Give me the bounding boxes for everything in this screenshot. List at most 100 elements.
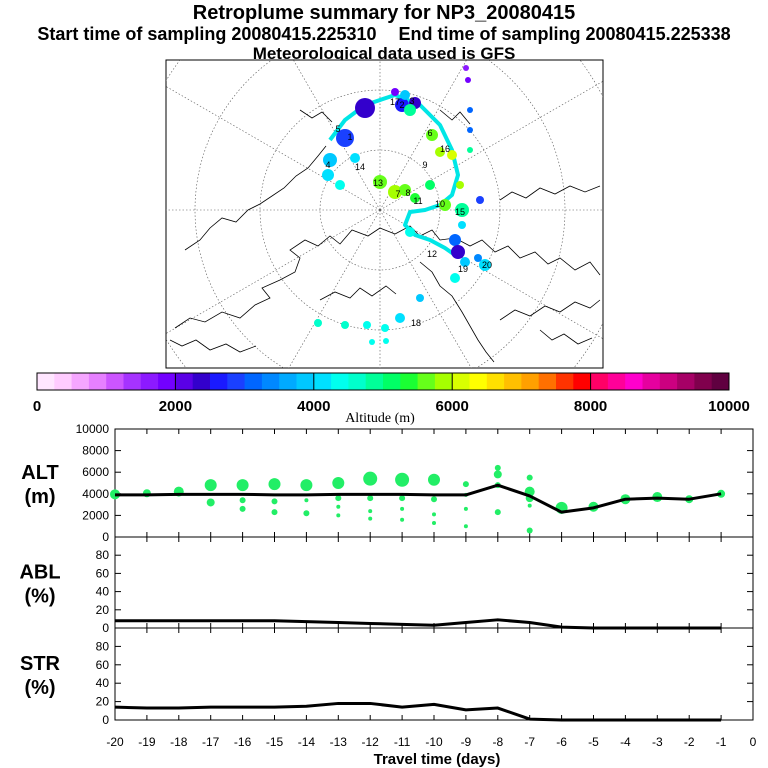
x-tick-label: -10 bbox=[425, 735, 443, 749]
colorbar-cell bbox=[365, 373, 384, 390]
y-tick-label: 40 bbox=[96, 676, 110, 690]
plume-marker bbox=[465, 77, 471, 83]
coastline bbox=[319, 285, 397, 301]
coastline bbox=[394, 225, 601, 276]
x-tick-label: -17 bbox=[202, 735, 220, 749]
altitude-point bbox=[336, 504, 341, 509]
altitude-point bbox=[493, 470, 502, 479]
x-tick-label: -4 bbox=[620, 735, 631, 749]
colorbar-cell bbox=[37, 373, 55, 390]
y-tick-label: 60 bbox=[96, 658, 110, 672]
altitude-point bbox=[206, 498, 215, 507]
y-tick-label: 0 bbox=[102, 530, 109, 544]
x-tick-label: -1 bbox=[716, 735, 727, 749]
plume-marker bbox=[381, 324, 389, 332]
trajectory-day-label: 1 bbox=[347, 132, 352, 142]
trajectory-day-label: 3 bbox=[409, 96, 414, 106]
colorbar-cell bbox=[383, 373, 401, 390]
map-frame bbox=[165, 59, 604, 369]
panel-frame bbox=[114, 536, 754, 629]
sampling-time-line: Start time of sampling 20080415.225310 En… bbox=[0, 24, 768, 45]
plume-marker bbox=[322, 169, 334, 181]
altitude-point bbox=[304, 498, 309, 503]
colorbar-cell bbox=[607, 373, 626, 390]
colorbar-tick-label: 8000 bbox=[574, 398, 607, 415]
trajectory-day-label: 11 bbox=[413, 196, 422, 206]
altitude-point bbox=[526, 474, 533, 481]
panel-abl: 0 20 40 60 80 ABL(%) bbox=[19, 536, 754, 635]
colorbar-cell bbox=[331, 373, 349, 390]
altitude-point bbox=[336, 513, 341, 518]
trajectory-day-label: 13 bbox=[373, 178, 383, 188]
colorbar-tick-label: 10000 bbox=[708, 398, 750, 415]
plume-marker bbox=[383, 338, 389, 344]
plume-marker bbox=[456, 181, 464, 189]
colorbar-cell bbox=[296, 373, 315, 390]
plume-marker bbox=[323, 153, 337, 167]
altitude-point bbox=[367, 495, 374, 502]
colorbar-cell bbox=[279, 373, 297, 390]
plume-marker bbox=[439, 199, 451, 211]
altitude-point bbox=[463, 506, 468, 511]
altitude-point bbox=[494, 464, 501, 471]
y-axis-label: (%) bbox=[24, 586, 55, 608]
x-tick-label: -5 bbox=[588, 735, 599, 749]
colorbar-cell bbox=[400, 373, 419, 390]
coastline bbox=[499, 299, 601, 321]
plume-marker bbox=[341, 321, 349, 329]
x-tick-label: -11 bbox=[394, 735, 411, 749]
colorbar-cell bbox=[694, 373, 713, 390]
y-tick-label: 8000 bbox=[82, 444, 109, 458]
y-axis-label: (m) bbox=[24, 486, 55, 508]
colorbar-cell bbox=[227, 373, 246, 390]
x-tick-label: -6 bbox=[556, 735, 567, 749]
x-tick-label: -7 bbox=[524, 735, 535, 749]
y-axis-label: (%) bbox=[24, 677, 55, 699]
meridian-line bbox=[293, 60, 381, 211]
trajectory-day-label: 17 bbox=[390, 97, 400, 107]
plume-marker bbox=[479, 259, 491, 271]
altitude-point bbox=[432, 520, 436, 525]
met-data-label: Meteorological data used is GFS bbox=[252, 44, 516, 63]
altitude-point bbox=[271, 498, 278, 505]
colorbar-cell bbox=[590, 373, 609, 390]
colorbar-cell bbox=[175, 373, 194, 390]
colorbar-cell bbox=[417, 373, 436, 390]
x-tick-label: -8 bbox=[492, 735, 503, 749]
latitude-circle bbox=[194, 60, 566, 368]
colorbar-cell bbox=[434, 373, 453, 390]
plume-marker bbox=[450, 273, 460, 283]
altitude-point bbox=[332, 477, 345, 489]
plume-marker bbox=[336, 129, 354, 147]
trajectory-day-label: 9 bbox=[422, 160, 427, 170]
plume-marker bbox=[455, 203, 469, 217]
plume-marker bbox=[451, 245, 465, 259]
colorbar-cell bbox=[504, 373, 522, 390]
meridian-line bbox=[379, 60, 467, 211]
coastline bbox=[299, 109, 333, 123]
coastline bbox=[539, 329, 593, 345]
trajectory-day-label: 15 bbox=[455, 207, 465, 217]
y-tick-label: 80 bbox=[96, 548, 110, 562]
abl-line bbox=[115, 618, 722, 630]
meridian-line bbox=[379, 80, 603, 211]
y-tick-label: 0 bbox=[102, 713, 109, 727]
str-line bbox=[114, 701, 722, 722]
colorbar-title: Altitude (m) bbox=[345, 411, 415, 426]
plume-marker bbox=[425, 180, 435, 190]
altitude-point bbox=[271, 509, 278, 516]
colorbar-cell bbox=[521, 373, 540, 390]
altitude-point bbox=[368, 509, 373, 514]
colorbar-cell bbox=[348, 373, 367, 390]
meridian-line bbox=[166, 209, 381, 334]
coastline bbox=[419, 261, 495, 363]
x-tick-label: -19 bbox=[138, 735, 156, 749]
colorbar-tick-label: 6000 bbox=[436, 398, 469, 415]
y-tick-label: 60 bbox=[96, 566, 110, 580]
colorbar-cell bbox=[677, 373, 695, 390]
altitude-point bbox=[239, 505, 246, 512]
colorbar-cell bbox=[158, 373, 176, 390]
plume-marker bbox=[369, 339, 375, 345]
trajectory-day-label: 8 bbox=[405, 188, 410, 198]
colorbar-tick-label: 0 bbox=[33, 398, 41, 415]
